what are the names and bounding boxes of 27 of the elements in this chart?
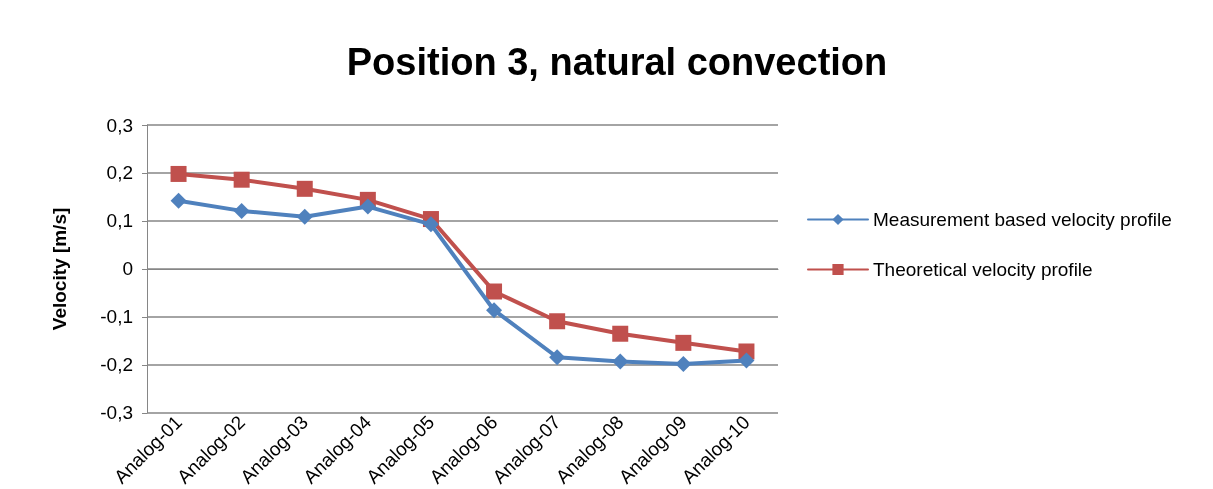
point (675, 355, 692, 372)
point (738, 352, 755, 369)
legend-label: Theoretical velocity profile (873, 259, 1093, 280)
point (296, 208, 313, 225)
point (486, 302, 503, 319)
point (486, 283, 503, 300)
point (233, 202, 250, 219)
y-tick-label: 0,2 (106, 162, 133, 184)
point (422, 216, 439, 233)
chart-title: Position 3, natural convection (346, 41, 888, 83)
y-axis-title: Velocity [m/s] (49, 207, 70, 331)
point (612, 325, 629, 342)
point (549, 349, 566, 366)
point (612, 353, 629, 370)
point (233, 171, 250, 188)
point (170, 165, 187, 182)
point (296, 180, 313, 197)
y-tick-label: 0,1 (106, 210, 133, 232)
point (170, 192, 187, 209)
y-tick-label: 0 (122, 258, 133, 280)
y-tick-label: 0,3 (106, 114, 133, 136)
legend-label: Measurement based velocity profile (873, 209, 1172, 230)
y-tick-label: -0,2 (100, 354, 133, 376)
point (359, 198, 376, 215)
point (549, 313, 566, 330)
point (675, 334, 692, 351)
y-tick-label: -0,1 (100, 306, 133, 328)
